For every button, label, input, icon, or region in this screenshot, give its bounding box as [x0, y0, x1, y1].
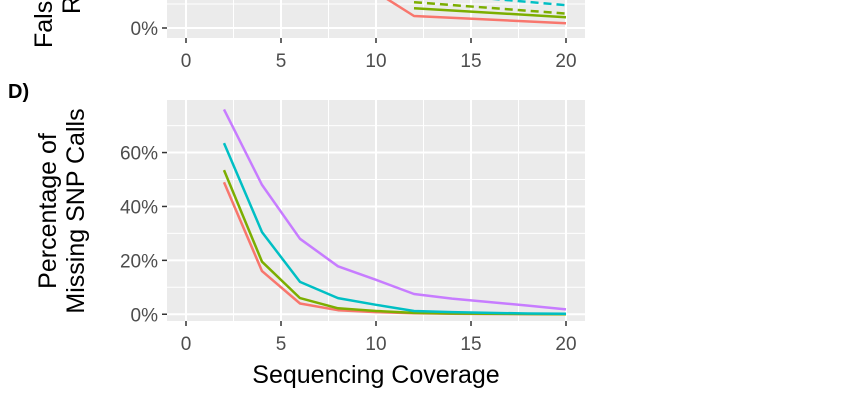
series-line [222, 108, 567, 311]
x-tick-label: 5 [276, 334, 287, 355]
y-tick-label: 60% [120, 144, 158, 165]
y-axis-title-fragment-2: R [58, 0, 86, 14]
x-tick-label: 20 [555, 51, 576, 72]
panel-c: 0% 0 5 10 15 20 Fals R [30, 0, 585, 72]
y-tick-label: 0% [131, 19, 159, 40]
x-tick-label: 20 [555, 334, 576, 355]
y-tick-label: 0% [131, 305, 159, 326]
panel-label-d: D) [8, 81, 29, 103]
x-tick-label: 10 [365, 334, 386, 355]
x-tick-label: 0 [181, 51, 192, 72]
y-axis-title-fragment-1: Fals [30, 1, 58, 48]
x-tick-label: 10 [365, 51, 386, 72]
y-ticks-panel-d: 0% 20% 40% 60% [120, 144, 167, 326]
x-tick-label: 15 [460, 334, 481, 355]
x-axis-title: Sequencing Coverage [252, 361, 499, 389]
x-tick-label: 15 [460, 51, 481, 72]
series-line [386, 0, 567, 25]
y-tick-label: 40% [120, 197, 158, 218]
series-line [413, 6, 567, 19]
series-panel-d [222, 108, 567, 316]
y-tick-label: 20% [120, 251, 158, 272]
x-ticks-panel-c: 0 5 10 15 20 [181, 38, 577, 72]
series-panel-c [386, 0, 567, 25]
x-ticks-panel-d: 0 5 10 15 20 [181, 321, 577, 355]
x-tick-label: 0 [181, 334, 192, 355]
y-ticks-panel-c: 0% [131, 19, 167, 40]
y-axis-title-line-1: Percentage of [34, 133, 62, 289]
x-tick-label: 5 [276, 51, 287, 72]
y-axis-title-line-2: Missing SNP Calls [62, 108, 90, 313]
grid-panel-d [167, 100, 585, 321]
panel-d: D) 0% 20% 40% 60% 0 5 10 15 20 Percentage of Mi… [8, 81, 585, 389]
series-line [222, 142, 567, 315]
